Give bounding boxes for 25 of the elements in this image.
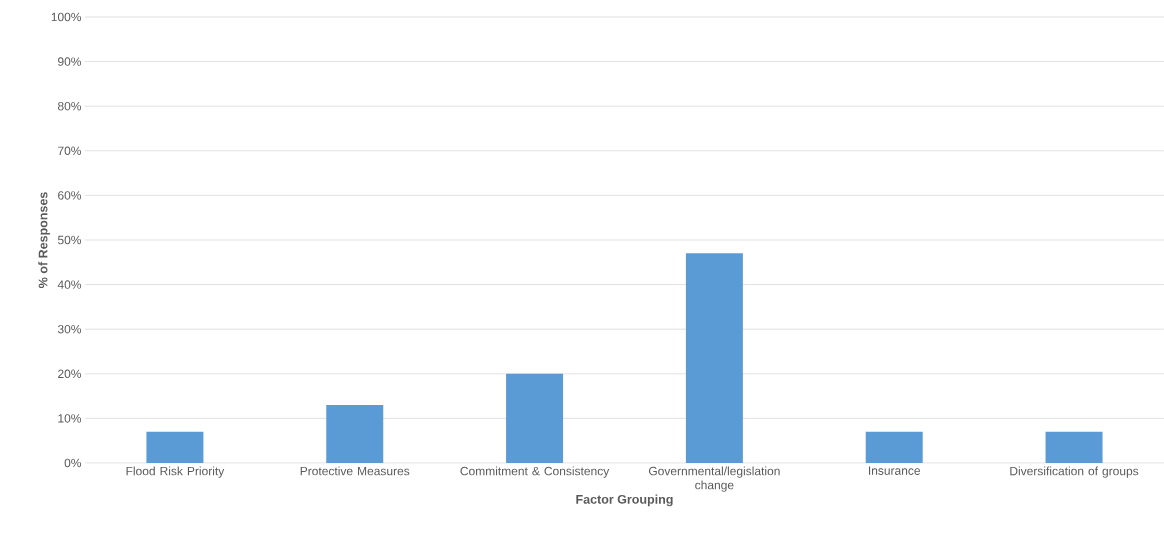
y-tick-label: 10%: [58, 414, 82, 423]
bar: [865, 431, 923, 463]
y-tick-label: 70%: [58, 146, 82, 156]
y-axis-title: % of Responses: [38, 192, 50, 288]
x-tick-label: Diversification of groups: [1010, 466, 1139, 478]
x-tick-label: Governmental/legislation change: [648, 466, 780, 492]
x-tick-label: Flood Risk Priority: [126, 466, 225, 478]
bar: [685, 253, 743, 463]
bar: [506, 373, 564, 463]
y-tick-label: 30%: [57, 324, 82, 334]
bar: [1045, 431, 1103, 463]
y-tick-label: 90%: [58, 57, 82, 66]
bar: [146, 431, 204, 463]
x-tick-label: Insurance: [868, 466, 921, 475]
y-tick-label: 80%: [57, 101, 82, 111]
y-tick-label: 0%: [64, 458, 82, 468]
y-tick-label: 100%: [51, 12, 82, 22]
x-tick-label: Commitment & Consistency: [460, 466, 610, 478]
y-tick-label: 20%: [58, 369, 82, 379]
y-tick-label: 60%: [58, 191, 82, 200]
y-tick-label: 40%: [57, 280, 82, 289]
bar: [326, 405, 384, 463]
x-tick-label: Protective Measures: [300, 466, 410, 476]
y-tick-label: 50%: [57, 235, 82, 245]
x-axis-title: Factor Grouping: [576, 494, 673, 507]
